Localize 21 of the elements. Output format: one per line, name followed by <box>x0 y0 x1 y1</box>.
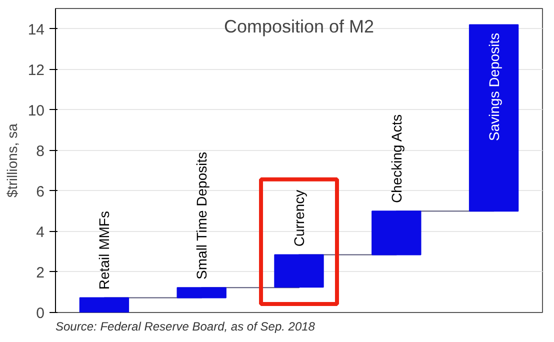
y-tick-label: 14 <box>28 21 45 38</box>
y-tick-label: 4 <box>36 224 44 241</box>
y-axis-title: $trillions, sa <box>4 123 20 198</box>
bar <box>468 24 519 212</box>
x-tick-label: Small Time Deposits <box>194 152 210 280</box>
x-tick-label: Checking Acts <box>388 114 404 204</box>
bar <box>274 254 324 288</box>
y-tick-label: 8 <box>36 142 44 160</box>
bar <box>79 297 130 312</box>
x-tick-label: Retail MMFs <box>96 211 112 290</box>
source-note: Source: Federal Reserve Board, as of Sep. 2018 <box>56 320 316 334</box>
bar <box>176 287 226 298</box>
text: Composition of M2 <box>224 16 374 37</box>
y-tick-label: 6 <box>36 183 44 200</box>
y-tick-label: 2 <box>36 264 44 282</box>
x-tick-label: Savings Deposits <box>486 32 502 141</box>
x-tick-label: Currency <box>291 190 307 247</box>
y-tick-label: 10 <box>28 102 45 120</box>
y-tick-label: 0 <box>36 305 44 322</box>
bar <box>372 210 422 256</box>
y-tick-label: 12 <box>28 62 45 79</box>
